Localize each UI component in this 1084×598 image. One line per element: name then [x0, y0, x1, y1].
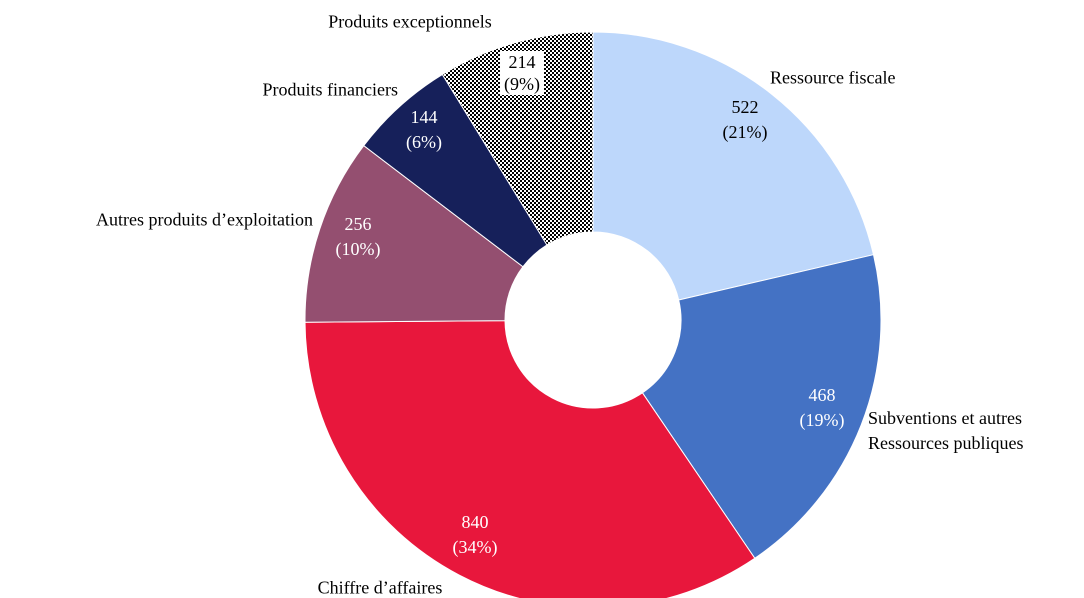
category-label: Produits financiers [262, 79, 398, 100]
donut-hole [505, 232, 681, 408]
value-label: 256 (10%) [335, 214, 381, 259]
value-label: 840 (34%) [452, 512, 498, 557]
category-label: Produits exceptionnels [328, 11, 492, 32]
value-label: 144 (6%) [406, 107, 442, 152]
value-label: 468 (19%) [799, 385, 845, 430]
category-label: Chiffre d’affaires [317, 577, 443, 598]
category-label: Ressource fiscale [770, 67, 896, 88]
category-label: Subventions et autres Ressources publiqu… [868, 408, 1024, 453]
value-label: 522 (21%) [722, 97, 768, 142]
category-label: Autres produits d’exploitation [96, 209, 313, 230]
value-label: 214 (9%) [500, 51, 544, 95]
